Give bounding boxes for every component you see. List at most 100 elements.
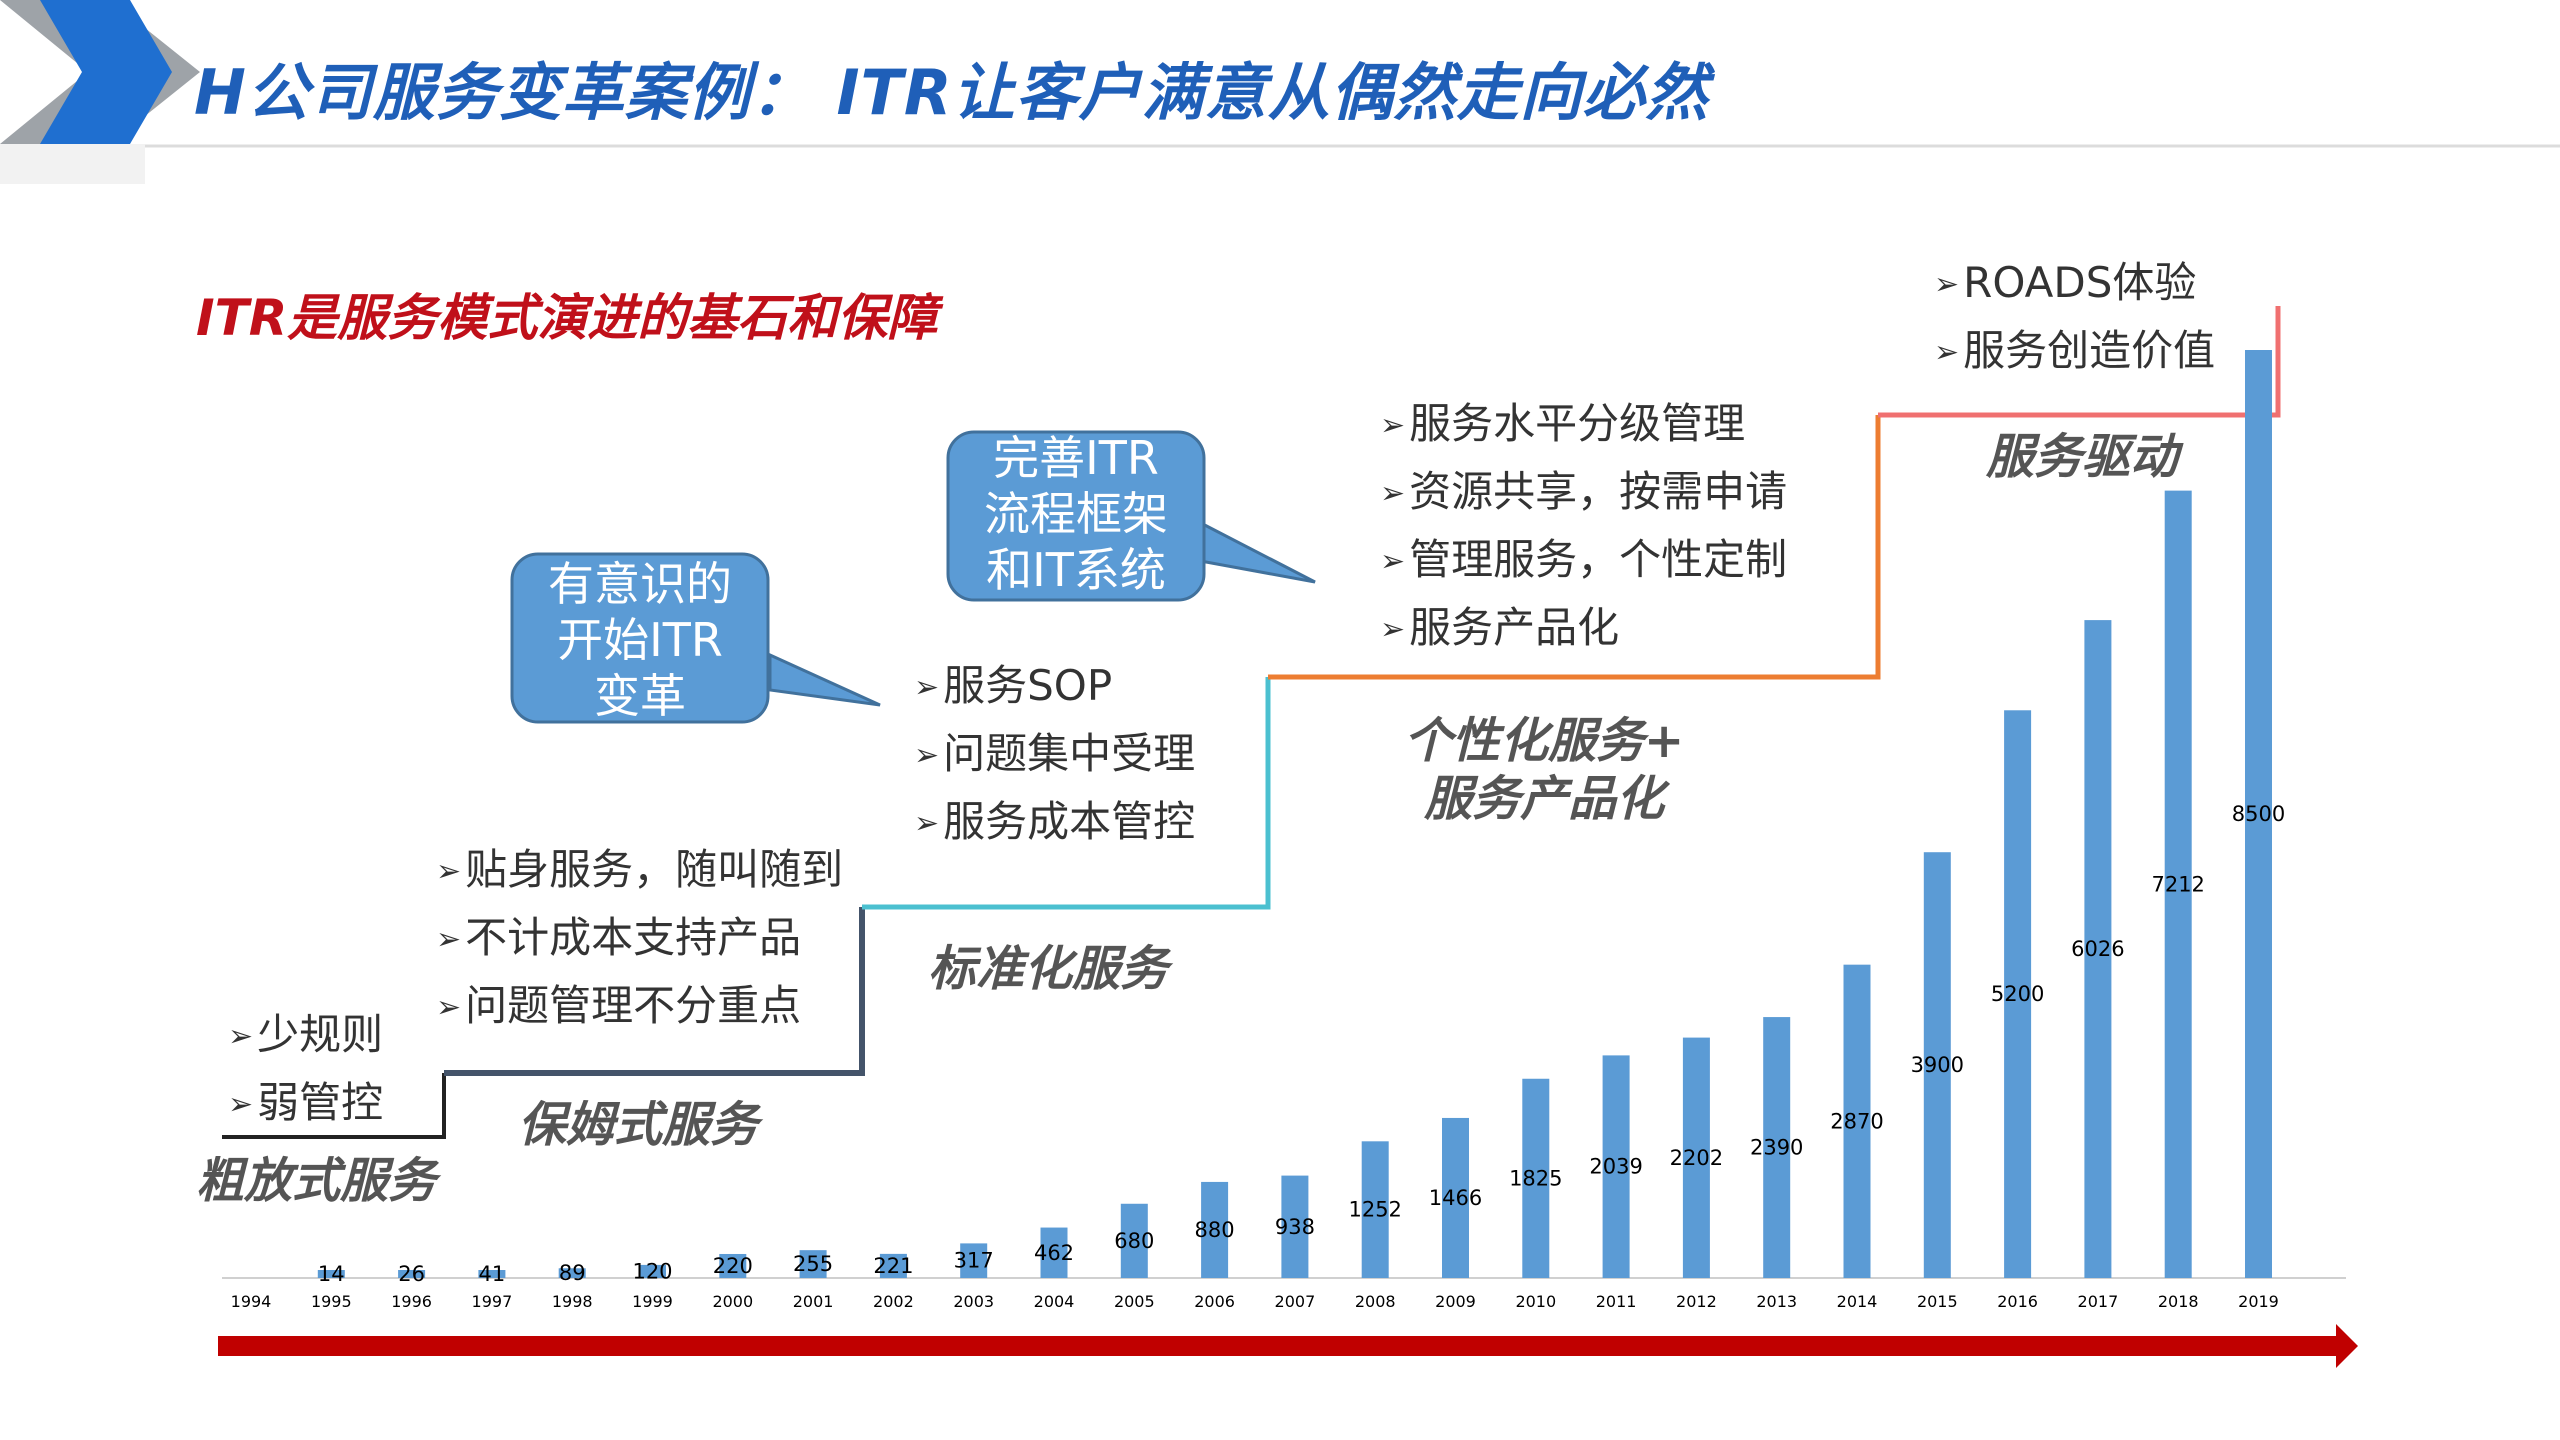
bar-2014: [1843, 964, 1871, 1278]
bullet-list-nanny: ➢贴身服务，随叫随到 ➢不计成本支持产品 ➢问题管理不分重点: [436, 842, 843, 1036]
stage-name-standard: 标准化服务: [928, 941, 1169, 997]
bar-1998: [558, 1268, 586, 1278]
bar-2010: [1522, 1078, 1550, 1278]
step-line-nanny: [444, 907, 865, 1076]
bar-2009: [1442, 1117, 1469, 1278]
x-tick-label-2008: 2008: [1355, 1292, 1396, 1311]
bar-2001: [799, 1250, 827, 1278]
bar-2011: [1602, 1055, 1630, 1278]
stage-name-personal: 个性化服务+ 服务产品化: [1404, 713, 1685, 827]
data-label-2008: 1252: [1348, 1198, 1401, 1222]
data-label-1999: 120: [632, 1259, 672, 1283]
data-label-2002: 221: [873, 1254, 913, 1278]
data-label-2019: 8500: [2232, 802, 2285, 826]
bar-1999: [639, 1264, 666, 1278]
bar-chart: 1994 14 1995 26 1996 41 1997 89 1998 120 1999 220 20…: [222, 350, 2346, 1311]
bullet-item: ➢贴身服务，随叫随到: [436, 845, 844, 894]
arrow-bullet-icon: ➢: [1380, 476, 1406, 511]
data-label-2011: 2039: [1589, 1155, 1642, 1179]
arrow-bullet-icon: ➢: [436, 854, 462, 889]
x-tick-label-1997: 1997: [472, 1292, 513, 1311]
callout-bubble-1: [510, 552, 881, 724]
bar-2019: [2245, 350, 2272, 1278]
x-tick-label-2007: 2007: [1275, 1292, 1316, 1311]
bullet-list-rough: ➢少规则 ➢弱管控: [228, 1007, 383, 1133]
x-tick-label-1995: 1995: [311, 1292, 352, 1311]
stage-name-rough: 粗放式服务: [196, 1153, 437, 1209]
step-line-driven: [1878, 306, 2281, 418]
bar-2005: [1120, 1203, 1148, 1278]
x-tick-label-2015: 2015: [1917, 1292, 1958, 1311]
x-tick-label-2009: 2009: [1435, 1292, 1476, 1311]
x-tick-label-2001: 2001: [793, 1292, 834, 1311]
bullet-item: ➢不计成本支持产品: [436, 913, 802, 962]
bar-1997: [478, 1270, 506, 1278]
bullet-item: ➢管理服务，个性定制: [1380, 535, 1788, 584]
bullet-item: ➢弱管控: [228, 1078, 384, 1127]
x-tick-label-2010: 2010: [1515, 1292, 1556, 1311]
bar-2018: [2164, 490, 2192, 1279]
data-label-1998: 89: [559, 1261, 586, 1285]
data-label-2003: 317: [954, 1249, 994, 1273]
arrow-bullet-icon: ➢: [1934, 335, 1960, 370]
data-label-1997: 41: [479, 1262, 506, 1286]
bar-2002: [879, 1253, 907, 1278]
x-tick-label-2006: 2006: [1194, 1292, 1235, 1311]
x-tick-label-2005: 2005: [1114, 1292, 1155, 1311]
bar-2008: [1361, 1141, 1389, 1278]
bullet-item: ➢服务成本管控: [914, 797, 1196, 846]
callout-text-2: 完善ITR 流程框架 和IT系统: [984, 431, 1168, 597]
page-title: H公司服务变革案例： ITR让客户满意从偶然走向必然: [194, 56, 1709, 129]
stage-name-driven: 服务驱动: [1986, 429, 2179, 485]
x-tick-label-2012: 2012: [1676, 1292, 1717, 1311]
data-label-2001: 255: [793, 1252, 833, 1276]
x-tick-label-1999: 1999: [632, 1292, 673, 1311]
x-tick-label-1994: 1994: [231, 1292, 272, 1311]
arrow-bullet-icon: ➢: [1380, 408, 1406, 443]
data-label-2013: 2390: [1750, 1136, 1803, 1160]
x-tick-label-2016: 2016: [1997, 1292, 2038, 1311]
arrow-bullet-icon: ➢: [914, 806, 940, 841]
arrow-bullet-icon: ➢: [1934, 267, 1960, 302]
data-label-1996: 26: [398, 1262, 425, 1286]
bar-1995: [317, 1270, 345, 1278]
step-line-personal: [1268, 415, 1881, 680]
x-tick-label-2014: 2014: [1837, 1292, 1878, 1311]
bullet-item: ➢少规则: [228, 1010, 384, 1059]
bullet-list-standard: ➢服务SOP ➢问题集中受理 ➢服务成本管控: [914, 658, 1195, 852]
x-tick-label-2019: 2019: [2238, 1292, 2279, 1311]
arrow-bullet-icon: ➢: [914, 738, 940, 773]
bullet-item: ➢ROADS体验: [1934, 258, 2197, 307]
arrow-bullet-icon: ➢: [914, 670, 940, 705]
bar-2007: [1281, 1175, 1309, 1278]
bar-1996: [398, 1270, 426, 1278]
bar-2004: [1040, 1227, 1068, 1278]
stage-name-nanny: 保姆式服务: [518, 1097, 759, 1153]
data-label-1995: 14: [318, 1262, 345, 1286]
x-tick-label-2002: 2002: [873, 1292, 914, 1311]
callout-text-1: 有意识的 开始ITR 变革: [548, 557, 732, 723]
bullet-list-driven: ➢ROADS体验 ➢服务创造价值: [1934, 255, 2215, 381]
bar-2013: [1763, 1017, 1791, 1278]
data-label-2007: 938: [1275, 1215, 1315, 1239]
data-label-2006: 880: [1195, 1218, 1235, 1242]
data-label-2000: 220: [713, 1254, 753, 1278]
data-label-2010: 1825: [1509, 1166, 1562, 1190]
bullet-item: ➢问题管理不分重点: [436, 981, 802, 1030]
bar-2017: [2084, 620, 2112, 1278]
data-label-2004: 462: [1034, 1241, 1074, 1265]
data-label-2005: 680: [1114, 1229, 1154, 1253]
arrow-bullet-icon: ➢: [228, 1087, 254, 1122]
bar-2012: [1682, 1037, 1710, 1278]
data-label-2017: 6026: [2071, 937, 2124, 961]
data-label-2016: 5200: [1991, 982, 2044, 1006]
bar-2016: [2004, 710, 2032, 1278]
x-tick-label-2011: 2011: [1596, 1292, 1637, 1311]
arrow-bullet-icon: ➢: [1380, 544, 1406, 579]
step-line-rough: [222, 1073, 446, 1139]
x-tick-label-2018: 2018: [2158, 1292, 2199, 1311]
page-subtitle: ITR是服务模式演进的基石和保障: [196, 289, 938, 347]
data-label-2012: 2202: [1670, 1146, 1723, 1170]
data-label-2015: 3900: [1911, 1053, 1964, 1077]
